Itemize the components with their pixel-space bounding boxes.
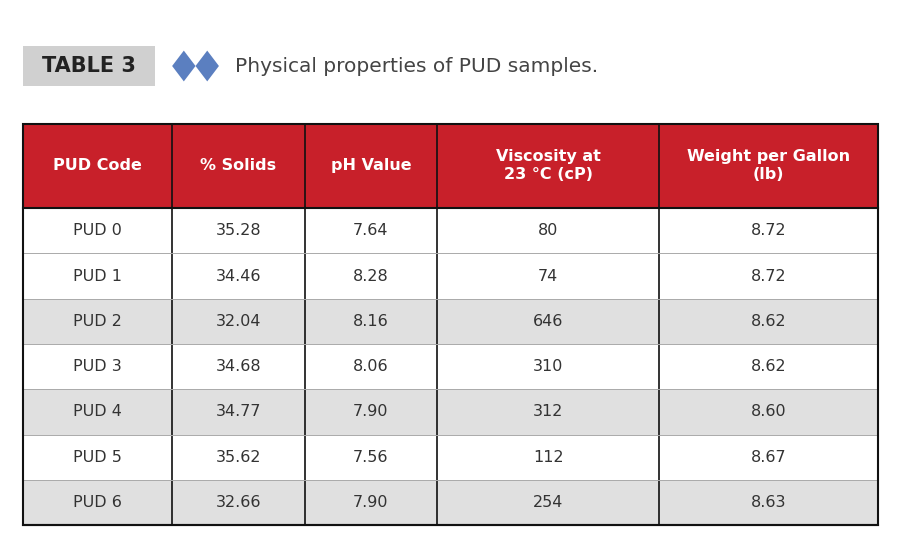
Bar <box>660 208 877 254</box>
Text: % Solids: % Solids <box>201 158 276 173</box>
Bar <box>304 389 437 434</box>
Polygon shape <box>195 51 219 81</box>
Bar <box>172 434 304 480</box>
Text: PUD 2: PUD 2 <box>73 314 122 329</box>
Bar <box>172 344 304 389</box>
Bar <box>660 299 877 344</box>
Text: 7.90: 7.90 <box>353 495 389 510</box>
Text: 646: 646 <box>533 314 563 329</box>
Bar <box>172 254 304 299</box>
Text: 8.63: 8.63 <box>751 495 787 510</box>
Bar <box>22 46 155 86</box>
Text: 80: 80 <box>538 223 559 238</box>
Bar <box>660 389 877 434</box>
Bar <box>172 299 304 344</box>
Text: pH Value: pH Value <box>330 158 411 173</box>
Text: 34.46: 34.46 <box>216 268 261 284</box>
Bar <box>437 480 660 525</box>
Text: PUD 4: PUD 4 <box>73 404 122 420</box>
Text: 8.72: 8.72 <box>751 268 787 284</box>
Text: 8.62: 8.62 <box>751 359 787 374</box>
Text: PUD 0: PUD 0 <box>73 223 122 238</box>
Text: 35.62: 35.62 <box>216 450 261 465</box>
Bar <box>304 208 437 254</box>
Bar <box>437 389 660 434</box>
Text: Viscosity at
23 °C (cP): Viscosity at 23 °C (cP) <box>496 150 601 183</box>
Text: 8.62: 8.62 <box>751 314 787 329</box>
Polygon shape <box>172 51 195 81</box>
Text: 74: 74 <box>538 268 558 284</box>
Text: 8.72: 8.72 <box>751 223 787 238</box>
Text: 32.04: 32.04 <box>216 314 261 329</box>
Text: 8.60: 8.60 <box>751 404 787 420</box>
Bar <box>172 389 304 434</box>
Text: PUD 1: PUD 1 <box>73 268 122 284</box>
Bar <box>437 254 660 299</box>
Bar <box>304 254 437 299</box>
Bar <box>304 434 437 480</box>
Text: 312: 312 <box>533 404 563 420</box>
Text: 310: 310 <box>533 359 563 374</box>
Bar <box>22 254 172 299</box>
Bar <box>22 124 878 525</box>
Text: PUD Code: PUD Code <box>53 158 142 173</box>
Bar <box>304 124 437 208</box>
Bar <box>660 344 877 389</box>
Bar <box>22 344 172 389</box>
Text: TABLE 3: TABLE 3 <box>41 56 136 76</box>
Bar <box>304 480 437 525</box>
Bar <box>304 344 437 389</box>
Bar <box>660 124 877 208</box>
Text: Weight per Gallon
(lb): Weight per Gallon (lb) <box>687 150 850 183</box>
Bar <box>172 208 304 254</box>
Text: Physical properties of PUD samples.: Physical properties of PUD samples. <box>235 57 598 75</box>
Text: 8.28: 8.28 <box>353 268 389 284</box>
Text: 35.28: 35.28 <box>216 223 261 238</box>
Bar <box>437 344 660 389</box>
Bar <box>437 434 660 480</box>
Text: PUD 3: PUD 3 <box>73 359 122 374</box>
Bar <box>22 124 172 208</box>
Text: 254: 254 <box>533 495 563 510</box>
Text: 7.90: 7.90 <box>353 404 389 420</box>
Text: 8.16: 8.16 <box>353 314 389 329</box>
Text: 34.77: 34.77 <box>216 404 261 420</box>
Bar <box>660 254 877 299</box>
Bar <box>660 480 877 525</box>
Bar <box>22 299 172 344</box>
Text: 7.56: 7.56 <box>353 450 389 465</box>
Text: PUD 5: PUD 5 <box>73 450 122 465</box>
Bar <box>437 299 660 344</box>
Text: 112: 112 <box>533 450 563 465</box>
Bar <box>22 434 172 480</box>
Bar <box>304 299 437 344</box>
Bar <box>660 434 877 480</box>
Text: 8.67: 8.67 <box>751 450 787 465</box>
Text: 7.64: 7.64 <box>353 223 389 238</box>
Text: PUD 6: PUD 6 <box>73 495 122 510</box>
Bar <box>172 480 304 525</box>
Bar <box>172 124 304 208</box>
Bar <box>22 208 172 254</box>
Bar <box>437 124 660 208</box>
Text: 32.66: 32.66 <box>216 495 261 510</box>
Text: 34.68: 34.68 <box>216 359 261 374</box>
Text: 8.06: 8.06 <box>353 359 389 374</box>
Bar <box>437 208 660 254</box>
Bar <box>22 389 172 434</box>
Bar <box>22 480 172 525</box>
